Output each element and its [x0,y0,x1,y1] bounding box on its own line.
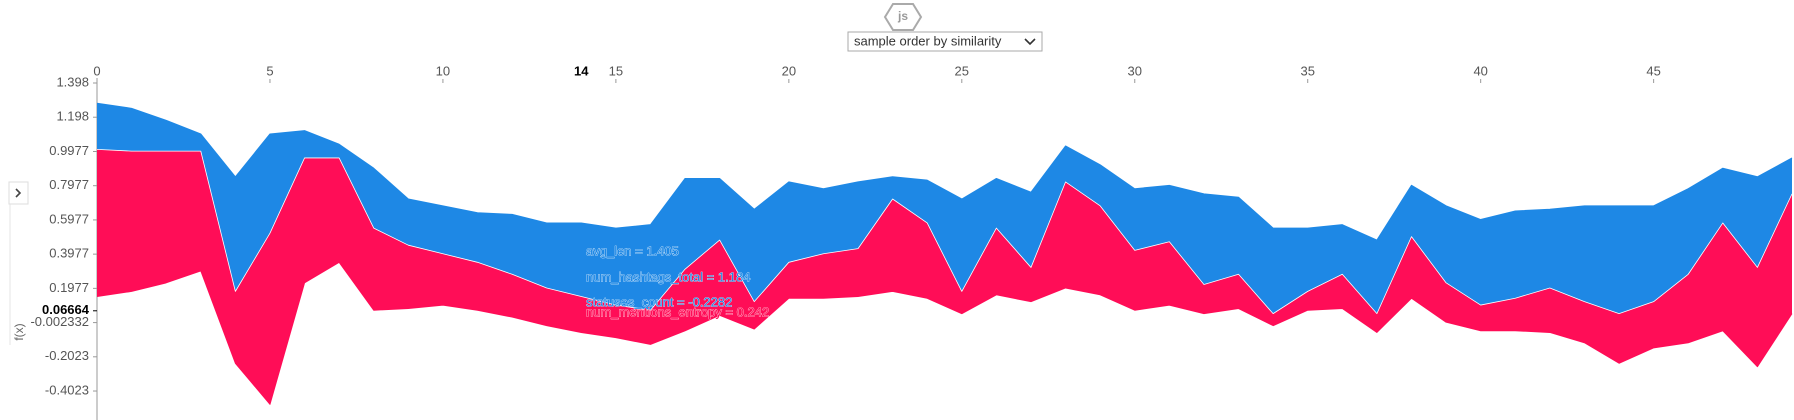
y-tick-label: -0.2023 [45,348,89,363]
y-tick-label: -0.4023 [45,382,89,397]
feature-annotation: num_hashtags_total = 1.184 [586,269,750,284]
side-button[interactable] [8,181,29,205]
x-tick-label: 40 [1473,63,1487,78]
x-tick-label: 25 [955,63,969,78]
x-tick-label: 0 [93,63,100,78]
y-tick-label: 0.1977 [49,280,89,295]
y-tick-label: 0.5977 [49,211,89,226]
x-tick-label: 45 [1646,63,1660,78]
negative-area [97,103,1792,314]
y-axis-label: f(x) [12,323,26,340]
bottom-edge [96,261,1793,405]
x-tick-label: 35 [1300,63,1314,78]
y-tick-label: 0.3977 [49,246,89,261]
x-tick-label: 30 [1128,63,1142,78]
y-tick-label: 0.9977 [49,143,89,158]
dropdown-box[interactable] [847,31,1043,52]
y-tick-label: 1.198 [56,109,89,124]
dropdown-label[interactable]: sample order by similarity [854,33,1002,48]
dropdown-chevron[interactable] [1024,38,1036,46]
y-tick-label: -0.002332 [30,314,89,329]
x-tick-label: 10 [436,63,450,78]
output-boundary [96,148,1793,315]
feature-annotation: statuses_count = -0.2282 [586,294,732,309]
order-dropdown[interactable]: sample order by similarity [847,31,1043,52]
js-label: js [897,9,908,23]
js-hexagon [883,3,923,31]
feature-annotation: num_mentions_entropy = 0.242 [586,304,769,319]
top-edge [96,102,1793,241]
feature-annotation: avg_len = 1.405 [586,243,679,258]
y-tick-label: 1.398 [56,74,89,89]
positive-area [97,149,1792,405]
expand-chevron[interactable] [15,188,22,198]
y-tick-label: 0.7977 [49,177,89,192]
x-tick-label: 5 [266,63,273,78]
selected-x-label: 14 [574,63,589,78]
x-tick-label: 15 [609,63,623,78]
expand-button[interactable] [8,181,29,205]
x-tick-label: 20 [782,63,796,78]
base-value-label: 0.06664 [42,302,90,317]
js-icon: js [883,3,923,31]
